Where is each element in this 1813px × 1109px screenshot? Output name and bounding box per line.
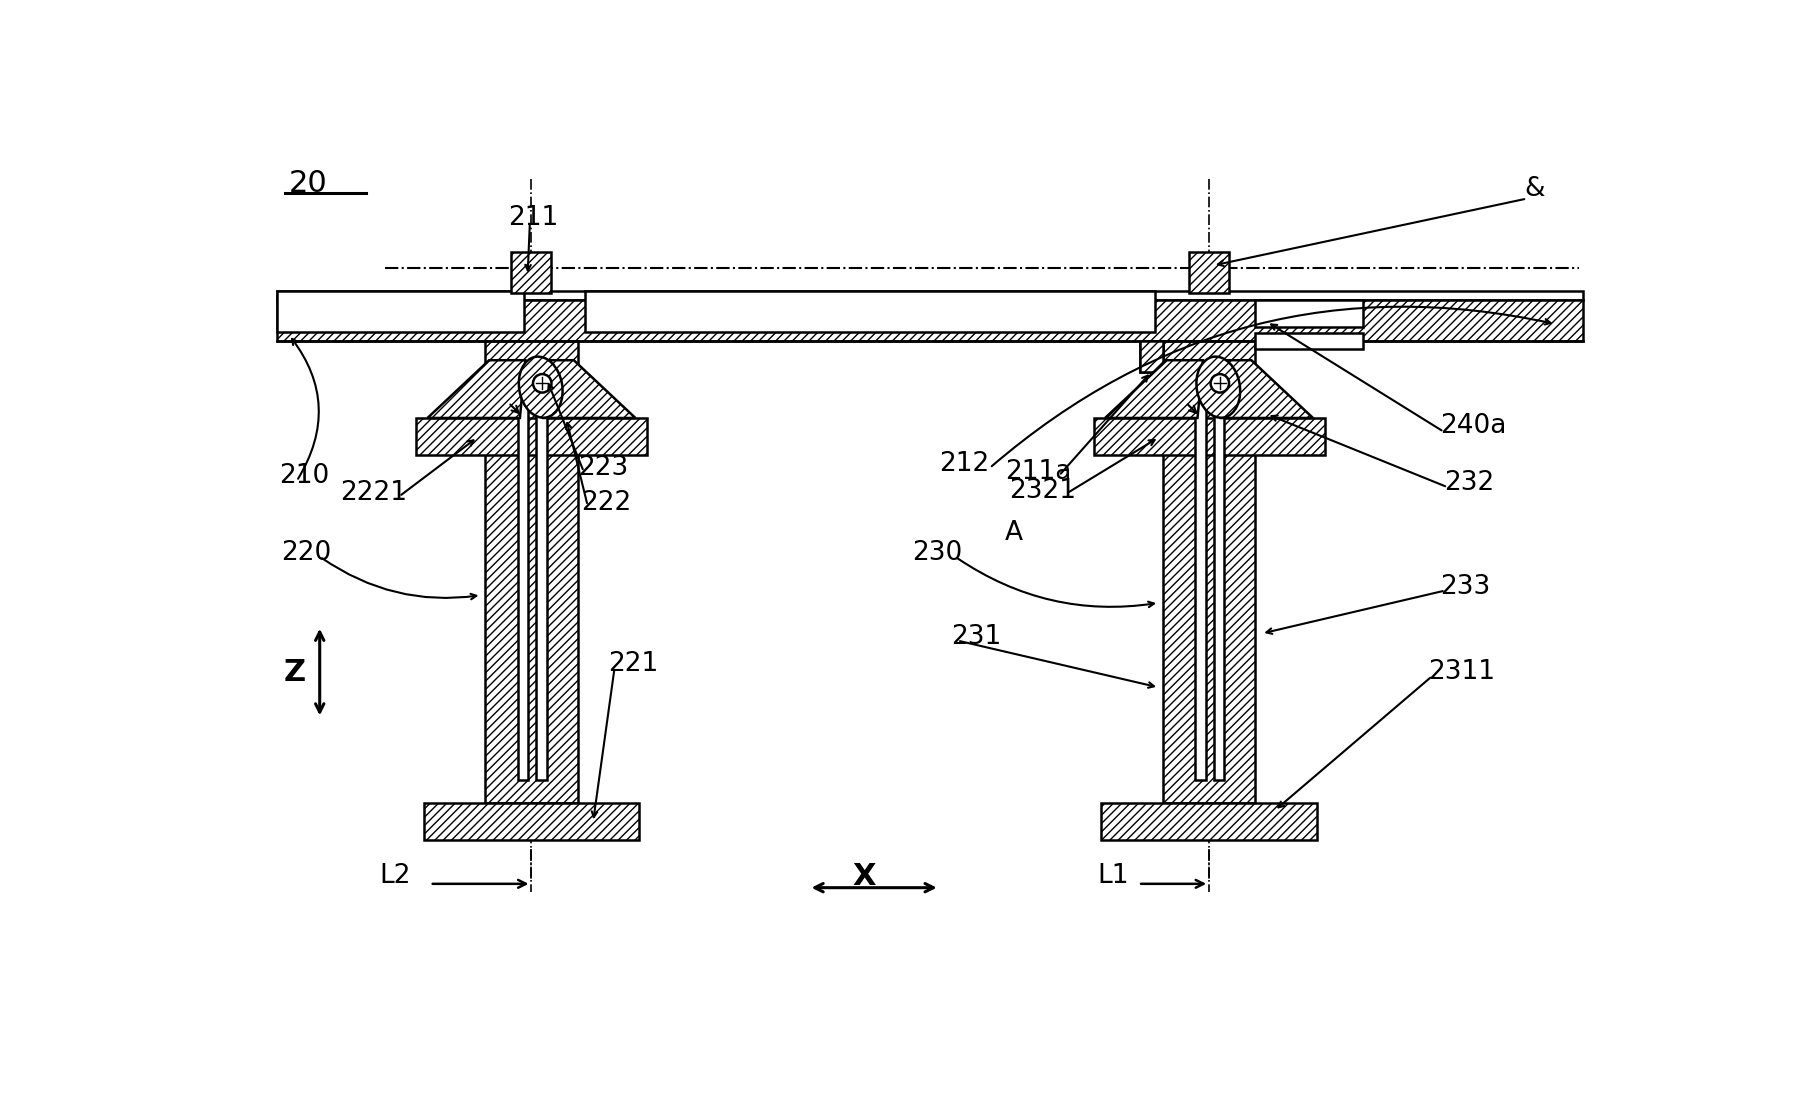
Text: 20: 20 (288, 169, 328, 197)
Text: 2311: 2311 (1429, 659, 1496, 685)
Text: L2: L2 (379, 863, 410, 889)
Bar (1100, 803, 1316, 840)
Text: 211: 211 (508, 205, 558, 231)
Text: 220: 220 (281, 540, 332, 566)
Circle shape (533, 374, 551, 393)
Bar (277, 291, 524, 332)
Text: L1: L1 (1097, 863, 1129, 889)
Text: A: A (1004, 520, 1023, 547)
Text: 222: 222 (582, 490, 631, 516)
Bar (424, 803, 640, 840)
Text: Z: Z (283, 658, 306, 686)
Bar (1213, 364, 1224, 780)
Text: &: & (1525, 175, 1545, 202)
Bar (517, 364, 528, 780)
Text: 233: 233 (1440, 574, 1490, 600)
Bar (537, 364, 548, 780)
Bar (1255, 301, 1363, 327)
Bar (1140, 340, 1162, 372)
Circle shape (1211, 374, 1229, 393)
Text: 212: 212 (939, 451, 990, 477)
Bar (1189, 253, 1229, 293)
Text: 232: 232 (1443, 470, 1494, 497)
Bar (1195, 364, 1206, 780)
Polygon shape (538, 360, 635, 418)
Text: 223: 223 (578, 455, 627, 481)
Polygon shape (1106, 360, 1202, 418)
Text: 221: 221 (609, 651, 658, 678)
Ellipse shape (1197, 357, 1240, 418)
Bar (586, 291, 1155, 332)
Bar (511, 253, 551, 293)
Bar (415, 418, 647, 455)
Bar (1255, 334, 1363, 348)
Bar (277, 291, 524, 332)
Bar (1140, 340, 1162, 372)
Bar (1093, 418, 1325, 455)
Polygon shape (1215, 360, 1313, 418)
Text: 2221: 2221 (341, 480, 408, 507)
Text: 210: 210 (279, 462, 330, 489)
Text: 240a: 240a (1440, 413, 1507, 439)
Bar (1162, 340, 1255, 803)
Text: 231: 231 (952, 624, 1001, 651)
Bar (586, 291, 1155, 332)
Text: 211a: 211a (1004, 459, 1071, 485)
Bar (486, 340, 578, 803)
Bar (277, 301, 1583, 340)
Text: 2321: 2321 (1008, 478, 1075, 505)
Text: X: X (852, 862, 876, 891)
Text: 230: 230 (912, 540, 963, 566)
Bar (277, 291, 1583, 301)
Polygon shape (428, 360, 526, 418)
Ellipse shape (519, 357, 562, 418)
